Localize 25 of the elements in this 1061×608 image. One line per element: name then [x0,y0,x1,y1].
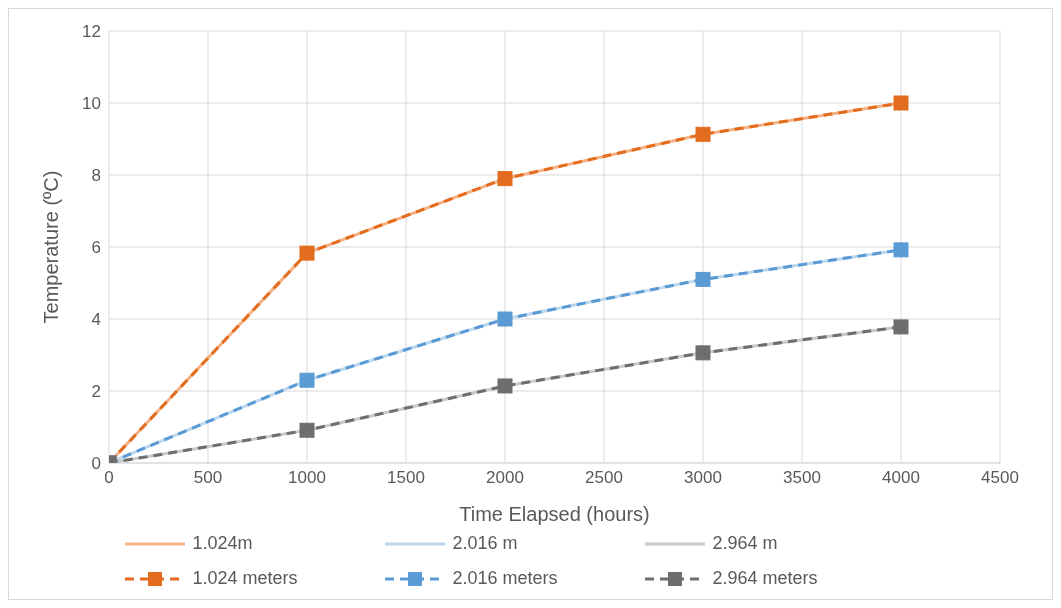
y-tick-label: 8 [91,166,101,186]
y-axis-title: Temperature (ºC) [40,170,63,324]
y-tick-label: 12 [82,22,101,42]
y-tick-label: 4 [91,310,101,330]
x-tick-label: 1500 [387,468,425,488]
y-tick-label: 6 [91,238,101,258]
legend-label: 2.964 meters [712,568,818,589]
x-tick-label: 3500 [783,468,821,488]
y-tick-label: 0 [91,454,101,474]
x-tick-label: 500 [193,468,223,488]
y-tick-label: 2 [91,382,101,402]
x-tick-label: 0 [104,468,114,488]
legend-label: 2.964 m [712,533,778,554]
legend-label: 2.016 meters [452,568,558,589]
x-tick-label: 4000 [882,468,920,488]
x-axis-title: Time Elapsed (hours) [459,503,650,525]
x-tick-label: 1000 [288,468,326,488]
x-tick-label: 3000 [684,468,722,488]
legend-label: 1.024 meters [192,568,298,589]
x-tick-label: 4500 [981,468,1019,488]
x-tick-label: 2500 [585,468,623,488]
y-tick-label: 10 [82,94,101,114]
x-tick-label: 2000 [486,468,524,488]
legend-label: 2.016 m [452,533,518,554]
legend-label: 1.024m [192,533,253,554]
